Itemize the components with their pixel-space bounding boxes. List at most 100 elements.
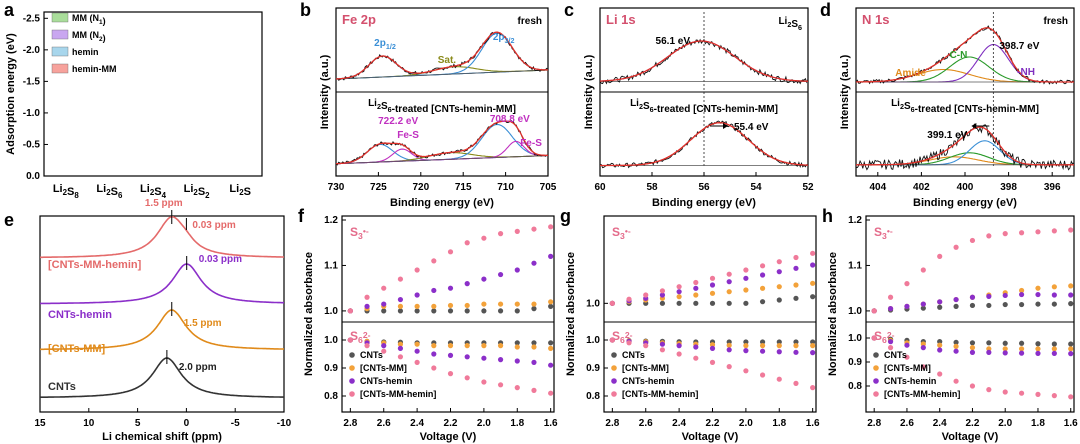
legend-marker-g: [611, 391, 617, 397]
point-bot-f-2: [464, 354, 470, 360]
species-label-top-f: S3•-: [350, 225, 369, 241]
xtick-label-g: 2.0: [739, 418, 753, 429]
xtick-label-b: 705: [540, 182, 557, 193]
peak-label-d-bot: 399.1 eV: [927, 130, 967, 141]
xtick-label-g: 1.8: [772, 418, 786, 429]
xtick-label-c: 56: [698, 182, 710, 193]
species-label-top-f-part: S: [350, 225, 358, 239]
species-label-bot-h-part: 2-: [887, 330, 895, 340]
ytick-label-h: 1.2: [848, 215, 862, 226]
point-top-f-1: [531, 301, 537, 307]
point-bot-f-2: [447, 352, 454, 358]
axes-frame-g: [603, 215, 817, 413]
point-top-f-3: [397, 276, 404, 282]
point-bot-f-2: [481, 355, 487, 361]
point-bot-f-2: [548, 362, 554, 368]
fresh-label-c-part: Li: [778, 16, 787, 27]
ytick-label-g: 0.9: [586, 363, 600, 374]
point-top-f-2: [381, 301, 387, 307]
species-label-bot-g: S62-: [612, 329, 633, 345]
point-top-f-2: [481, 276, 487, 282]
point-bot-h-1: [1068, 346, 1074, 352]
point-top-g-1: [693, 292, 699, 298]
point-bot-h-3: [986, 387, 992, 393]
point-top-f-3: [531, 226, 537, 232]
point-bot-g-2: [726, 347, 732, 353]
shift-arrowhead-c: [723, 123, 728, 129]
point-bot-g-1: [743, 343, 749, 349]
point-bot-f-3: [381, 348, 387, 354]
point-bot-g-1: [776, 343, 782, 349]
point-top-f-3: [381, 285, 387, 291]
point-top-h-2: [887, 306, 894, 312]
xtick-label-h: 2.0: [998, 418, 1012, 429]
annot-b-fes1: Fe-S: [397, 130, 419, 141]
species-label-top-g-part: S: [612, 225, 620, 239]
xtick-label-a-part: Li: [184, 183, 194, 195]
legend-swatch-a: [51, 12, 69, 23]
point-top-f-0: [431, 308, 437, 314]
point-bot-f-2: [497, 357, 504, 363]
axes-frame-e: [39, 215, 285, 413]
spectrum-c-bot-fit: [600, 122, 808, 167]
point-top-g-1: [759, 285, 766, 291]
spectrum-b-top-fit: [336, 31, 549, 80]
point-bot-g-2: [759, 348, 766, 354]
point-top-f-0: [514, 308, 520, 314]
xtick-label-b: 730: [328, 182, 345, 193]
point-top-h-0: [1018, 301, 1025, 308]
xlabel-h: Voltage (V): [942, 431, 999, 443]
point-bot-f-3: [497, 382, 504, 388]
point-top-f-1: [397, 303, 404, 309]
xtick-label-c: 60: [594, 182, 606, 193]
point-top-g-2: [743, 275, 749, 281]
point-bot-f-1: [464, 343, 470, 349]
point-bot-h-3: [1018, 390, 1025, 396]
species-label-top-f-part: •-: [363, 226, 369, 236]
ytick-label-f: 0.8: [324, 391, 338, 402]
treated-label-d-part: -treated [CNTs-hemin-MM]: [915, 104, 1039, 115]
species-label-top-f-part: 3: [358, 231, 363, 241]
xtick-label-b: 725: [370, 182, 387, 193]
point-bot-h-3: [871, 335, 877, 341]
point-top-f-1: [431, 303, 437, 309]
point-bot-h-0: [1068, 341, 1074, 347]
xtick-label-d: 400: [957, 182, 974, 193]
annot-b-2p32: 2p3/2: [493, 32, 515, 45]
species-label-top-h-part: S: [874, 225, 882, 239]
point-bot-g-2: [793, 349, 799, 355]
point-top-g-2: [793, 265, 799, 271]
ytick-label-h: 1.0: [848, 333, 862, 344]
legend-marker-g: [611, 365, 617, 371]
xlabel-d: Binding energy (eV): [913, 197, 1017, 209]
point-top-g-0: [810, 294, 816, 300]
legend-marker-f: [349, 352, 355, 358]
point-top-h-1: [1035, 285, 1041, 291]
point-top-f-2: [497, 271, 504, 278]
point-bot-g-3: [726, 364, 732, 370]
point-bot-f-1: [531, 344, 537, 350]
species-label-bot-h-part: S: [874, 329, 882, 343]
point-bot-h-2: [986, 349, 992, 355]
point-bot-g-1: [759, 343, 766, 349]
point-bot-g-3: [793, 380, 799, 386]
legend-marker-f: [349, 378, 355, 384]
xtick-label-b: 720: [412, 182, 429, 193]
panel-label-a: a: [4, 0, 15, 20]
species-label-bot-f: S62-: [350, 329, 371, 345]
point-top-f-2: [531, 260, 537, 266]
xtick-label-d: 396: [1044, 182, 1061, 193]
point-top-f-0: [397, 308, 404, 314]
xtick-label-c: 54: [750, 182, 762, 193]
xtick-label-b: 710: [497, 182, 514, 193]
point-bot-g-3: [609, 337, 615, 343]
xtick-label-f: 2.2: [444, 418, 458, 429]
ytick-label-a: -1.5: [23, 76, 41, 87]
legend-text-f: [CNTs-MM]: [360, 363, 407, 373]
point-top-h-2: [920, 301, 926, 307]
point-top-h-0: [953, 303, 959, 309]
point-top-h-3: [937, 253, 943, 259]
point-bot-f-1: [447, 343, 454, 349]
fresh-label-c-part: 2: [787, 20, 791, 29]
point-bot-g-2: [659, 341, 666, 347]
